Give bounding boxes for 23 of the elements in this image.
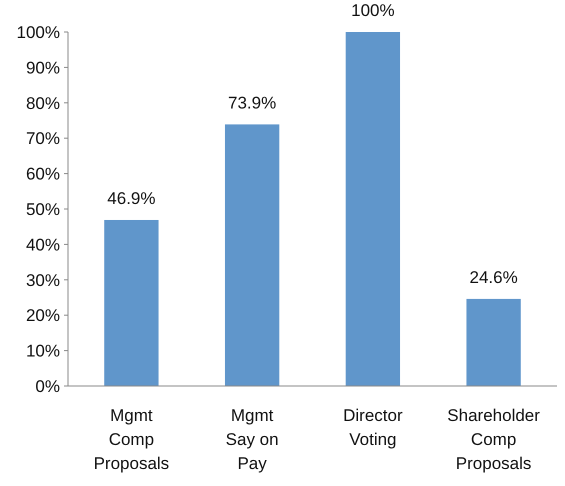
y-tick-label: 50% [26,200,60,219]
bar [346,32,400,386]
y-tick-label: 70% [26,129,60,148]
y-tick-label: 0% [35,376,60,396]
y-tick-label: 80% [26,94,60,113]
bar [104,220,159,386]
y-tick-label: 60% [26,164,60,184]
y-tick-label: 20% [26,306,60,326]
y-tick-label: 100% [16,22,60,42]
y-tick-label: 30% [26,270,60,290]
x-tick-label: Mgmt Say on Pay [226,406,279,473]
y-tick-label: 10% [26,342,60,361]
bar [466,298,521,386]
data-label: 24.6% [470,268,518,287]
data-label: 46.9% [107,188,156,208]
x-tick-label: Mgmt Comp Proposals [94,406,170,473]
x-tick-label: Shareholder Comp Proposals [447,406,540,473]
y-tick-label: 90% [26,58,60,78]
bar [224,124,280,386]
x-tick-label: Director Voting [343,406,403,449]
data-label: 100% [351,1,395,20]
y-tick-label: 40% [26,235,60,254]
data-label: 73.9% [228,93,276,112]
